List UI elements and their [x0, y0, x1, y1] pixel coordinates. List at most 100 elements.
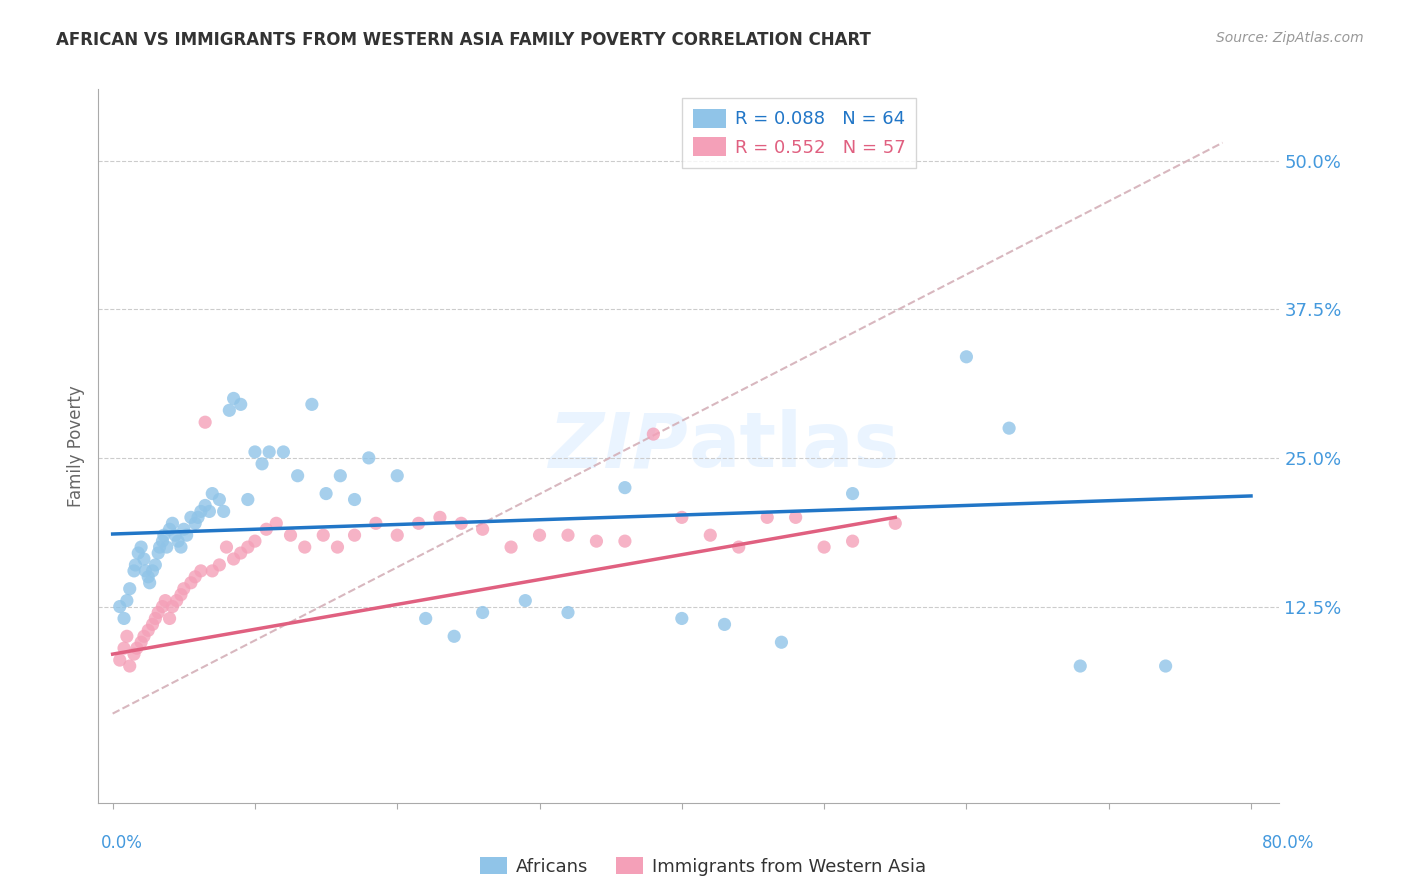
- Text: Source: ZipAtlas.com: Source: ZipAtlas.com: [1216, 31, 1364, 45]
- Point: [115, 629, 138, 643]
- Point: [159, 611, 181, 625]
- Point: [643, 427, 665, 442]
- Point: [499, 540, 522, 554]
- Point: [387, 528, 409, 542]
- Point: [134, 564, 156, 578]
- Point: [515, 593, 537, 607]
- Point: [756, 510, 779, 524]
- Point: [136, 624, 159, 638]
- Point: [187, 510, 209, 524]
- Point: [357, 450, 380, 465]
- Point: [326, 540, 349, 554]
- Point: [173, 522, 195, 536]
- Point: [153, 528, 176, 542]
- Point: [212, 504, 235, 518]
- Point: [415, 611, 437, 625]
- Point: [143, 611, 166, 625]
- Point: [198, 504, 221, 518]
- Point: [955, 350, 977, 364]
- Text: atlas: atlas: [689, 409, 900, 483]
- Text: 0.0%: 0.0%: [101, 834, 143, 852]
- Legend: Africans, Immigrants from Western Asia: Africans, Immigrants from Western Asia: [472, 850, 934, 883]
- Point: [190, 504, 212, 518]
- Point: [162, 599, 184, 614]
- Point: [136, 570, 159, 584]
- Point: [180, 575, 202, 590]
- Point: [785, 510, 807, 524]
- Point: [254, 522, 277, 536]
- Point: [222, 392, 245, 406]
- Point: [148, 546, 170, 560]
- Point: [155, 593, 177, 607]
- Point: [194, 415, 217, 429]
- Point: [143, 558, 166, 572]
- Point: [229, 546, 252, 560]
- Point: [170, 588, 193, 602]
- Point: [229, 397, 252, 411]
- Point: [450, 516, 472, 531]
- Point: [841, 534, 863, 549]
- Point: [408, 516, 430, 531]
- Point: [266, 516, 288, 531]
- Point: [170, 540, 193, 554]
- Point: [124, 558, 146, 572]
- Point: [127, 546, 149, 560]
- Point: [613, 534, 636, 549]
- Text: 80.0%: 80.0%: [1263, 834, 1315, 852]
- Point: [108, 599, 131, 614]
- Point: [429, 510, 451, 524]
- Point: [236, 540, 259, 554]
- Point: [257, 445, 280, 459]
- Point: [118, 659, 141, 673]
- Point: [280, 528, 302, 542]
- Point: [208, 492, 231, 507]
- Point: [167, 534, 190, 549]
- Point: [165, 528, 187, 542]
- Point: [190, 564, 212, 578]
- Point: [770, 635, 793, 649]
- Point: [122, 647, 145, 661]
- Point: [208, 558, 231, 572]
- Point: [343, 492, 366, 507]
- Point: [162, 516, 184, 531]
- Point: [250, 457, 273, 471]
- Point: [112, 641, 135, 656]
- Point: [129, 635, 152, 649]
- Point: [201, 564, 224, 578]
- Point: [236, 492, 259, 507]
- Point: [118, 582, 141, 596]
- Point: [218, 403, 240, 417]
- Point: [108, 653, 131, 667]
- Point: [998, 421, 1021, 435]
- Point: [141, 617, 163, 632]
- Point: [1069, 659, 1091, 673]
- Point: [471, 522, 494, 536]
- Point: [166, 593, 188, 607]
- Point: [1154, 659, 1177, 673]
- Point: [699, 528, 721, 542]
- Point: [152, 599, 174, 614]
- Point: [312, 528, 335, 542]
- Point: [184, 516, 207, 531]
- Point: [557, 528, 579, 542]
- Point: [132, 552, 155, 566]
- Point: [529, 528, 551, 542]
- Point: [287, 468, 309, 483]
- Point: [243, 445, 266, 459]
- Point: [148, 606, 170, 620]
- Point: [243, 534, 266, 549]
- Point: [222, 552, 245, 566]
- Point: [301, 397, 323, 411]
- Point: [329, 468, 352, 483]
- Point: [194, 499, 217, 513]
- Point: [156, 540, 179, 554]
- Point: [125, 641, 148, 656]
- Point: [115, 593, 138, 607]
- Text: AFRICAN VS IMMIGRANTS FROM WESTERN ASIA FAMILY POVERTY CORRELATION CHART: AFRICAN VS IMMIGRANTS FROM WESTERN ASIA …: [56, 31, 872, 49]
- Point: [180, 510, 202, 524]
- Point: [443, 629, 465, 643]
- Point: [201, 486, 224, 500]
- Point: [727, 540, 749, 554]
- Point: [149, 540, 172, 554]
- Point: [294, 540, 316, 554]
